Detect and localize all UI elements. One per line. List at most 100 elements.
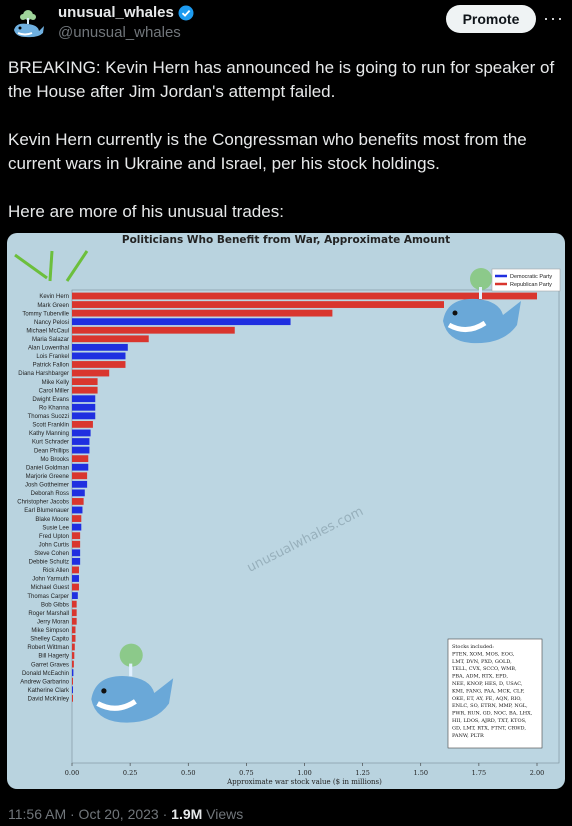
- bar-label: Lois Frankel: [36, 354, 69, 360]
- bar-label: Blake Moore: [35, 517, 69, 523]
- bar-label: Dean Phillips: [34, 448, 69, 454]
- x-tick-label: 1.50: [414, 769, 428, 777]
- bar-label: Michael Guest: [31, 585, 70, 591]
- annotation-arrow: [48, 250, 54, 282]
- promote-button[interactable]: Promote: [446, 5, 536, 33]
- whale-icon: [479, 287, 482, 299]
- bar-label: Roger Marshall: [28, 611, 69, 617]
- tweet-paragraph: Here are more of his unusual trades:: [8, 202, 284, 221]
- bar-label: Mark Green: [37, 303, 69, 309]
- bar: [72, 677, 73, 685]
- bar-label: Dwight Evans: [32, 397, 69, 403]
- bar-label: Shelley Capito: [30, 637, 69, 643]
- bar: [72, 660, 74, 668]
- bar-label: Patrick Fallon: [33, 363, 69, 369]
- bar: [72, 540, 81, 548]
- stocks-text: PANW, PLTR: [452, 733, 484, 739]
- x-tick-label: 1.00: [297, 769, 311, 777]
- bar-label: Maria Salazar: [32, 337, 69, 343]
- account-name-text[interactable]: unusual_whales: [58, 4, 174, 21]
- bar-label: Jerry Moran: [37, 619, 69, 625]
- stocks-box: [447, 638, 543, 749]
- chart-title: Politicians Who Benefit from War, Approx…: [122, 234, 450, 246]
- bar: [72, 438, 90, 445]
- bar: [72, 498, 84, 505]
- tweet-image[interactable]: Politicians Who Benefit from War, Approx…: [7, 233, 565, 789]
- stocks-text: TELL, CVX, SCCO, WMB,: [452, 666, 517, 672]
- bar: [72, 343, 128, 351]
- bar: [72, 455, 89, 463]
- x-tick-label: 0.25: [123, 769, 137, 777]
- annotation-arrow: [65, 250, 89, 282]
- bar: [72, 309, 333, 317]
- bar-label: Susie Lee: [42, 525, 69, 531]
- bar-label: Earl Blumenauer: [24, 508, 69, 514]
- x-tick-label: 1.25: [355, 769, 369, 777]
- x-tick-label: 1.75: [472, 769, 486, 777]
- whale-logo-icon: [14, 10, 44, 38]
- bar: [72, 352, 126, 360]
- bar-label: Josh Gottheimer: [25, 483, 69, 489]
- legend-label: Democratic Party: [510, 274, 552, 280]
- bar-label: Mike Kelly: [42, 380, 69, 386]
- stocks-text: PTEN, XOM, MOS, EOG,: [452, 651, 515, 657]
- bar: [72, 643, 75, 651]
- whale-icon: [443, 298, 521, 344]
- account-name[interactable]: unusual_whales: [58, 4, 194, 21]
- bar: [72, 549, 81, 557]
- bar: [72, 403, 96, 411]
- bar-label: Ro Khanna: [39, 405, 70, 411]
- bar-label: Alan Lowenthal: [28, 346, 69, 352]
- whale-icon: [119, 643, 143, 667]
- legend-label: Republican Party: [510, 282, 552, 288]
- bar: [72, 292, 537, 300]
- bar-label: Andrew Garbarino: [20, 679, 69, 685]
- bar: [72, 583, 79, 591]
- stocks-text: PWR, RUN, GD, NOC, BA, LHX,: [452, 711, 533, 717]
- bar: [72, 626, 76, 634]
- tweet-paragraph: BREAKING: Kevin Hern has announced he is…: [8, 58, 555, 101]
- bar-label: David McKinley: [28, 697, 69, 703]
- account-handle[interactable]: @unusual_whales: [58, 24, 181, 41]
- whale-icon: [452, 310, 458, 316]
- tweet-text: BREAKING: Kevin Hern has announced he is…: [8, 56, 564, 248]
- x-axis-label: Approximate war stock value ($ in millio…: [226, 778, 382, 786]
- bar: [72, 566, 79, 574]
- bar: [72, 652, 75, 659]
- bar: [72, 395, 96, 403]
- x-tick-label: 0.00: [65, 769, 79, 777]
- tweet-paragraph: Kevin Hern currently is the Congressman …: [8, 130, 527, 173]
- verified-badge-icon: [178, 5, 194, 20]
- stocks-text: GD, LMT, RTX, FTNT, CRWD,: [452, 725, 526, 731]
- whale-icon: [91, 676, 174, 723]
- bar-label: Carol Miller: [39, 388, 69, 394]
- bar-label: Tommy Tuberville: [22, 311, 69, 317]
- bar-label: Donald McEachin: [22, 671, 69, 677]
- bar: [72, 412, 96, 420]
- tweet-footer: 11:56 AM · Oct 20, 2023 · 1.9M Views: [8, 806, 243, 822]
- annotation-arrow: [14, 253, 48, 280]
- bar-label: Daniel Goldman: [26, 465, 69, 471]
- stocks-text: PBA, ADM, RTX, EPD,: [452, 674, 508, 680]
- x-tick-label: 0.50: [181, 769, 195, 777]
- bar-label: Kevin Hern: [39, 294, 69, 300]
- avatar[interactable]: [8, 4, 48, 44]
- bar-label: Mo Brooks: [40, 457, 69, 463]
- legend-box: [491, 268, 561, 292]
- bar-label: Debbie Schultz: [29, 560, 69, 566]
- bar: [72, 686, 73, 694]
- bar: [72, 635, 76, 642]
- stocks-text: OKE, ET, AY, FE, AQN, RIO,: [452, 696, 522, 702]
- bar: [72, 429, 91, 437]
- bar-label: Christopher Jacobs: [17, 500, 69, 506]
- bar: [72, 326, 235, 334]
- bar: [72, 523, 82, 531]
- bar-label: Katherine Clark: [28, 688, 70, 694]
- bar: [72, 575, 79, 582]
- bar: [72, 480, 88, 488]
- tweet-timestamp[interactable]: 11:56 AM · Oct 20, 2023 ·: [8, 806, 172, 822]
- bar-label: Kurt Schrader: [32, 440, 69, 446]
- bar: [72, 386, 98, 394]
- more-icon[interactable]: ···: [543, 8, 564, 28]
- bar-label: Garret Graves: [31, 662, 69, 668]
